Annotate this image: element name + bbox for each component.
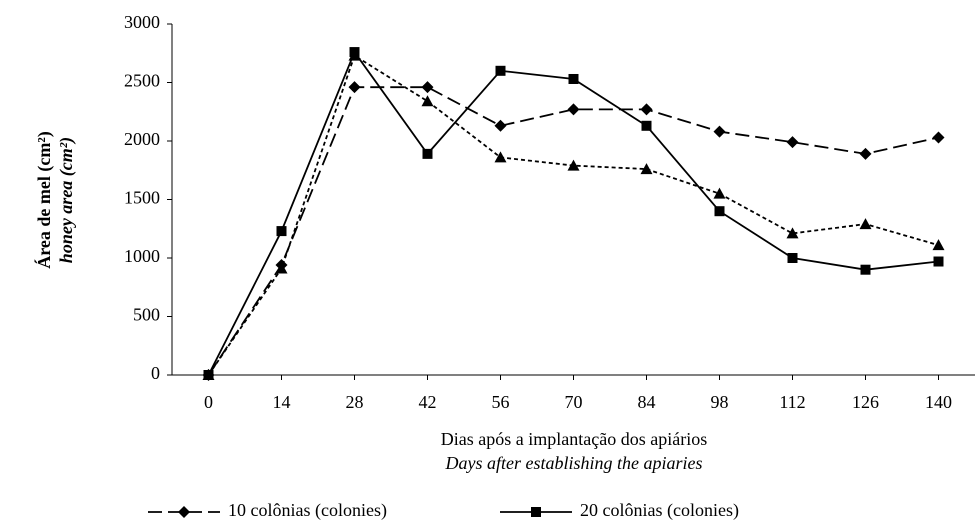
marker xyxy=(276,226,287,237)
x-tick-label: 70 xyxy=(565,392,583,412)
x-tick-label: 84 xyxy=(638,392,656,412)
x-tick-label: 42 xyxy=(419,392,437,412)
y-tick-label: 500 xyxy=(133,305,160,325)
legend-label: 10 colônias (colonies) xyxy=(228,500,387,521)
x-tick-label: 0 xyxy=(204,392,213,412)
x-tick-label: 98 xyxy=(711,392,729,412)
marker xyxy=(421,81,434,94)
marker xyxy=(421,95,434,107)
marker xyxy=(713,125,726,138)
marker xyxy=(786,227,799,239)
series-line xyxy=(207,86,939,376)
y-tick-label: 3000 xyxy=(124,12,160,32)
marker xyxy=(203,370,214,380)
marker xyxy=(786,136,799,149)
marker xyxy=(567,103,580,116)
marker xyxy=(275,262,288,274)
marker xyxy=(714,206,725,217)
x-tick-label: 126 xyxy=(852,392,879,412)
marker xyxy=(641,120,652,131)
marker xyxy=(640,163,653,175)
y-tick-label: 1000 xyxy=(124,246,160,266)
marker xyxy=(349,47,360,58)
marker xyxy=(932,131,945,144)
marker xyxy=(494,151,507,163)
marker xyxy=(933,256,944,267)
marker xyxy=(932,239,945,251)
marker xyxy=(859,218,872,230)
marker xyxy=(348,81,361,94)
marker xyxy=(713,187,726,199)
x-axis-label-en: Days after establishing the apiaries xyxy=(445,453,703,473)
marker xyxy=(640,103,653,116)
x-tick-label: 14 xyxy=(273,392,291,412)
y-axis-label: Área de mel (cm²) xyxy=(33,131,55,269)
legend-marker xyxy=(178,506,190,518)
y-axis-label-en: honey area (cm²) xyxy=(56,137,77,263)
marker xyxy=(859,147,872,160)
marker xyxy=(568,73,579,84)
series-line xyxy=(207,50,939,376)
y-tick-label: 2000 xyxy=(124,129,160,149)
x-axis-label: Dias após a implantação dos apiários xyxy=(441,429,707,449)
marker xyxy=(495,65,506,76)
marker xyxy=(422,148,433,159)
marker xyxy=(860,264,871,275)
marker xyxy=(787,253,798,263)
legend-marker xyxy=(531,507,541,517)
legend-label: 20 colônias (colonies) xyxy=(580,500,739,521)
marker xyxy=(567,159,580,171)
x-tick-label: 56 xyxy=(492,392,510,412)
x-tick-label: 140 xyxy=(925,392,952,412)
marker xyxy=(494,119,507,132)
y-tick-label: 0 xyxy=(151,363,160,383)
y-tick-label: 2500 xyxy=(124,71,160,91)
y-tick-label: 1500 xyxy=(124,188,160,208)
x-tick-label: 112 xyxy=(779,392,805,412)
x-tick-label: 28 xyxy=(346,392,364,412)
